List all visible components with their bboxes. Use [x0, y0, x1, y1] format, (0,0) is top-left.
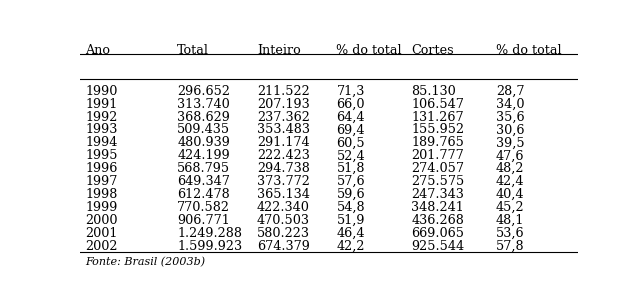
Text: 247.343: 247.343 [411, 188, 464, 201]
Text: 649.347: 649.347 [177, 175, 230, 188]
Text: 1998: 1998 [85, 188, 117, 201]
Text: 296.652: 296.652 [177, 85, 230, 98]
Text: 237.362: 237.362 [257, 111, 309, 124]
Text: 568.795: 568.795 [177, 162, 230, 175]
Text: 39,5: 39,5 [496, 136, 525, 149]
Text: 42,4: 42,4 [496, 175, 525, 188]
Text: 906.771: 906.771 [177, 214, 230, 227]
Text: 470.503: 470.503 [257, 214, 310, 227]
Text: 291.174: 291.174 [257, 136, 309, 149]
Text: 189.765: 189.765 [411, 136, 464, 149]
Text: 480.939: 480.939 [177, 136, 230, 149]
Text: 53,6: 53,6 [496, 227, 525, 240]
Text: Inteiro: Inteiro [257, 44, 300, 57]
Text: 42,2: 42,2 [336, 240, 365, 253]
Text: 28,7: 28,7 [496, 85, 525, 98]
Text: 211.522: 211.522 [257, 85, 309, 98]
Text: 1990: 1990 [85, 85, 117, 98]
Text: 46,4: 46,4 [336, 227, 365, 240]
Text: 48,1: 48,1 [496, 214, 524, 227]
Text: 1999: 1999 [85, 201, 117, 214]
Text: 365.134: 365.134 [257, 188, 309, 201]
Text: 2000: 2000 [85, 214, 117, 227]
Text: 131.267: 131.267 [411, 111, 464, 124]
Text: 770.582: 770.582 [177, 201, 230, 214]
Text: 436.268: 436.268 [411, 214, 464, 227]
Text: 51,9: 51,9 [336, 214, 365, 227]
Text: 1.249.288: 1.249.288 [177, 227, 242, 240]
Text: 48,2: 48,2 [496, 162, 525, 175]
Text: Fonte: Brasil (2003b): Fonte: Brasil (2003b) [85, 257, 205, 267]
Text: 1.599.923: 1.599.923 [177, 240, 243, 253]
Text: 1997: 1997 [85, 175, 117, 188]
Text: 348.241: 348.241 [411, 201, 464, 214]
Text: 40,4: 40,4 [496, 188, 525, 201]
Text: 580.223: 580.223 [257, 227, 310, 240]
Text: 1996: 1996 [85, 162, 117, 175]
Text: 2001: 2001 [85, 227, 117, 240]
Text: 373.772: 373.772 [257, 175, 309, 188]
Text: 201.777: 201.777 [411, 149, 464, 162]
Text: 85.130: 85.130 [411, 85, 456, 98]
Text: 2002: 2002 [85, 240, 117, 253]
Text: 1995: 1995 [85, 149, 117, 162]
Text: Ano: Ano [85, 44, 110, 57]
Text: 925.544: 925.544 [411, 240, 464, 253]
Text: 1991: 1991 [85, 98, 117, 111]
Text: 612.478: 612.478 [177, 188, 230, 201]
Text: 51,8: 51,8 [336, 162, 365, 175]
Text: 45,2: 45,2 [496, 201, 525, 214]
Text: 313.740: 313.740 [177, 98, 230, 111]
Text: 66,0: 66,0 [336, 98, 365, 111]
Text: 30,6: 30,6 [496, 123, 525, 136]
Text: 207.193: 207.193 [257, 98, 309, 111]
Text: 424.199: 424.199 [177, 149, 230, 162]
Text: 35,6: 35,6 [496, 111, 525, 124]
Text: 509.435: 509.435 [177, 123, 230, 136]
Text: 52,4: 52,4 [336, 149, 365, 162]
Text: 294.738: 294.738 [257, 162, 309, 175]
Text: 71,3: 71,3 [336, 85, 365, 98]
Text: 54,8: 54,8 [336, 201, 365, 214]
Text: 674.379: 674.379 [257, 240, 309, 253]
Text: 1992: 1992 [85, 111, 117, 124]
Text: 59,6: 59,6 [336, 188, 365, 201]
Text: Total: Total [177, 44, 209, 57]
Text: 57,8: 57,8 [496, 240, 525, 253]
Text: 669.065: 669.065 [411, 227, 464, 240]
Text: 34,0: 34,0 [496, 98, 525, 111]
Text: 422.340: 422.340 [257, 201, 309, 214]
Text: 353.483: 353.483 [257, 123, 310, 136]
Text: 47,6: 47,6 [496, 149, 525, 162]
Text: 57,6: 57,6 [336, 175, 365, 188]
Text: Cortes: Cortes [411, 44, 454, 57]
Text: 368.629: 368.629 [177, 111, 230, 124]
Text: % do total: % do total [336, 44, 402, 57]
Text: 69,4: 69,4 [336, 123, 365, 136]
Text: 155.952: 155.952 [411, 123, 464, 136]
Text: 106.547: 106.547 [411, 98, 464, 111]
Text: % do total: % do total [496, 44, 561, 57]
Text: 275.575: 275.575 [411, 175, 464, 188]
Text: 222.423: 222.423 [257, 149, 309, 162]
Text: 274.057: 274.057 [411, 162, 464, 175]
Text: 60,5: 60,5 [336, 136, 365, 149]
Text: 64,4: 64,4 [336, 111, 365, 124]
Text: 1993: 1993 [85, 123, 117, 136]
Text: 1994: 1994 [85, 136, 117, 149]
